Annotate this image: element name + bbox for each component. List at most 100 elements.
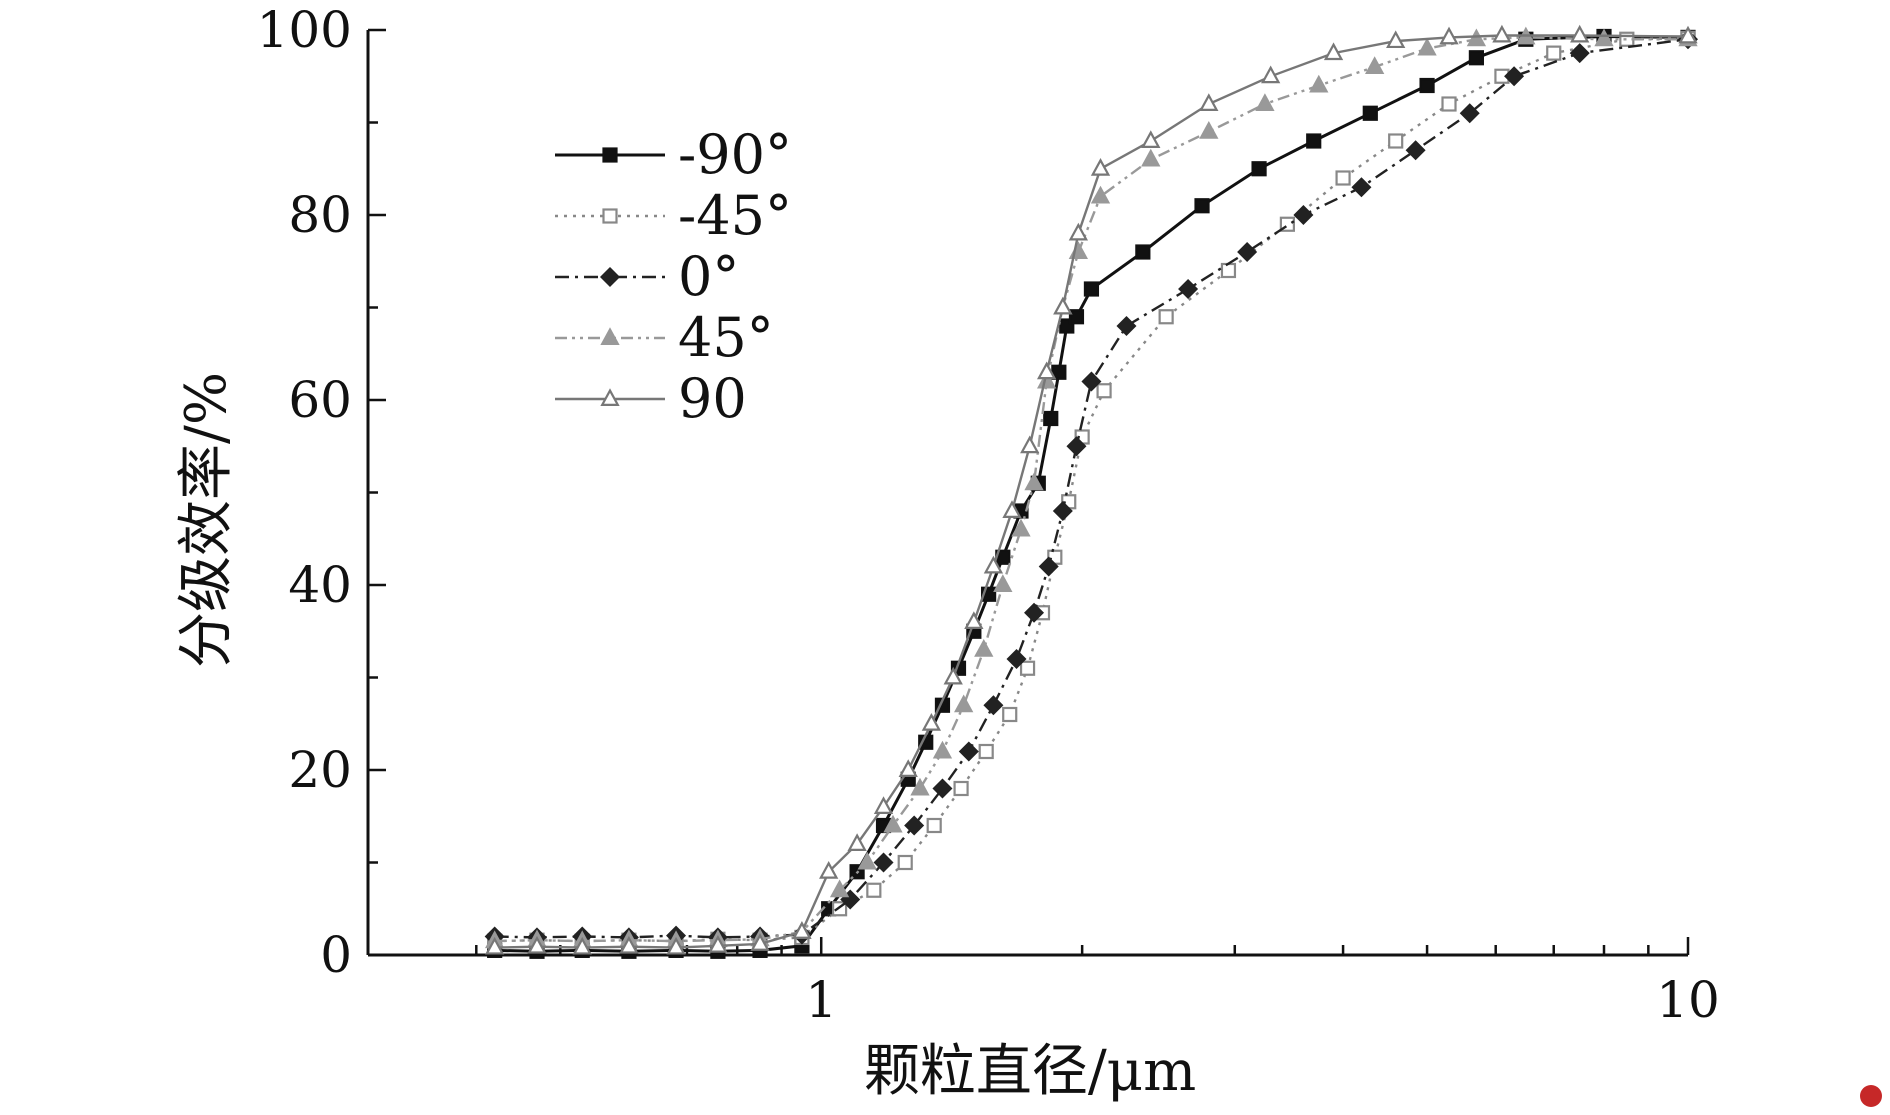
series-line: [494, 38, 1689, 939]
data-point-square: [1419, 77, 1435, 94]
data-point-triangle: [750, 933, 770, 951]
data-point-square: [1362, 105, 1378, 121]
data-point-square: [1083, 281, 1100, 297]
data-point-triangle: [1466, 28, 1487, 47]
data-point-triangle: [708, 935, 728, 953]
data-point-triangle: [921, 713, 942, 731]
data-point-triangle: [1199, 121, 1219, 139]
x-tick-label: 10: [1656, 971, 1720, 1029]
data-point-triangle: [932, 740, 953, 759]
y-tick-label: 0: [320, 926, 352, 984]
axes: 0 20 40 60 80 100 1 10: [257, 1, 1720, 1029]
series-3: [485, 26, 1698, 949]
data-point-square: [897, 854, 913, 871]
data-point-triangle: [1011, 518, 1031, 537]
data-point-triangle: [883, 814, 903, 833]
data-point-diamond: [873, 852, 894, 873]
data-point-diamond: [1116, 315, 1137, 337]
series-layer: [484, 24, 1699, 959]
y-tick-label: 80: [288, 186, 352, 244]
data-point-square: [1220, 262, 1237, 279]
data-point-triangle: [619, 935, 639, 954]
data-point-triangle: [964, 611, 984, 629]
data-point-square: [1388, 133, 1404, 149]
data-point-triangle: [910, 777, 930, 796]
data-point-square: [1468, 50, 1484, 66]
data-point-square: [1335, 170, 1351, 186]
y-tick-label: 40: [288, 556, 352, 614]
series-4: [485, 24, 1698, 955]
data-point-triangle: [873, 796, 894, 814]
legend-label: 90: [678, 367, 747, 430]
data-point-diamond: [1504, 66, 1525, 87]
data-point-diamond: [1237, 241, 1258, 263]
data-point-triangle: [1036, 361, 1057, 380]
data-point-square: [1002, 706, 1018, 723]
data-point-triangle: [943, 666, 963, 685]
legend-item: -45°: [555, 184, 792, 247]
data-point-triangle: [847, 833, 867, 851]
data-point-triangle: [1002, 500, 1022, 518]
data-point-triangle: [1053, 296, 1073, 315]
data-point-triangle: [974, 639, 994, 657]
data-point-triangle: [819, 861, 839, 879]
legend-label: -45°: [678, 184, 792, 247]
legend-label: 0°: [678, 245, 739, 308]
data-point-triangle: [1199, 93, 1219, 111]
data-point-triangle: [1261, 65, 1281, 84]
data-point-triangle: [1141, 148, 1161, 167]
data-point-triangle: [600, 388, 620, 406]
data-point-triangle: [1090, 158, 1111, 176]
data-point-square: [1135, 244, 1151, 260]
legend: -90°-45°0°45°90: [555, 123, 792, 430]
data-point-square: [602, 147, 618, 163]
data-point-diamond: [1066, 436, 1087, 457]
legend-label: 45°: [678, 306, 774, 369]
data-point-triangle: [527, 935, 547, 954]
data-point-triangle: [1439, 26, 1459, 45]
data-point-triangle: [1068, 222, 1089, 241]
data-point-diamond: [1459, 103, 1480, 124]
legend-label: -90°: [678, 123, 792, 186]
data-point-diamond: [1569, 43, 1590, 64]
data-point-square: [953, 780, 969, 797]
data-point-square: [866, 882, 882, 898]
data-point-triangle: [1090, 185, 1111, 204]
data-point-diamond: [932, 778, 953, 799]
data-point-triangle: [792, 921, 812, 939]
y-tick-label: 100: [257, 1, 352, 59]
data-point-triangle: [857, 851, 877, 870]
data-point-triangle: [993, 574, 1013, 592]
data-point-diamond: [1038, 556, 1059, 577]
data-point-diamond: [1006, 648, 1027, 670]
data-point-square: [926, 817, 942, 834]
data-point-triangle: [1570, 24, 1590, 43]
y-axis-title: 分级效率/%: [174, 372, 239, 668]
data-point-triangle: [1309, 74, 1329, 93]
data-point-square: [1546, 45, 1562, 61]
data-point-triangle: [1255, 93, 1275, 111]
data-point-diamond: [1293, 204, 1314, 226]
data-point-triangle: [1323, 42, 1344, 61]
data-point-triangle: [1678, 25, 1698, 44]
data-point-diamond: [1052, 500, 1073, 522]
data-point-triangle: [1492, 24, 1512, 43]
data-point-triangle: [1024, 472, 1044, 491]
data-point-triangle: [1020, 435, 1040, 454]
series-line: [494, 36, 1688, 943]
data-point-diamond: [1024, 602, 1045, 623]
data-point-triangle: [1594, 28, 1614, 47]
data-point-square: [1096, 383, 1112, 399]
y-tick-label: 20: [288, 741, 352, 799]
data-point-diamond: [1178, 278, 1199, 300]
data-point-triangle: [1364, 56, 1385, 74]
legend-item: 45°: [555, 306, 774, 369]
series-line: [494, 34, 1689, 949]
data-point-square: [1043, 410, 1059, 427]
y-tick-label: 60: [288, 371, 352, 429]
data-point-triangle: [1417, 37, 1437, 56]
data-point-triangle: [485, 936, 505, 955]
legend-item: -90°: [555, 123, 792, 186]
data-point-square: [1251, 161, 1267, 177]
